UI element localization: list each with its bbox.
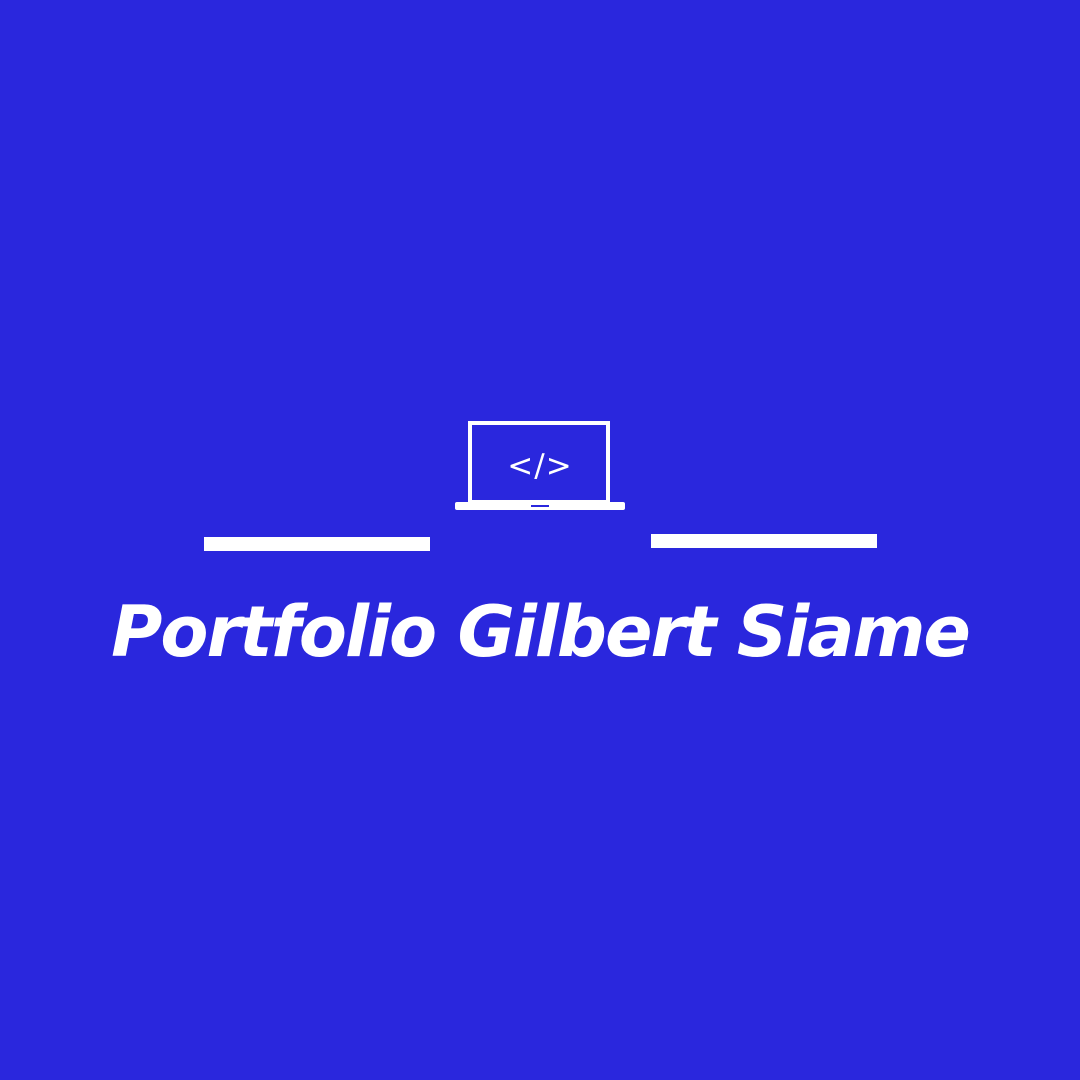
laptop-notch [531, 505, 549, 507]
right-divider-line [651, 534, 877, 548]
code-symbol-text: </> [507, 448, 573, 484]
laptop-code-icon [455, 421, 625, 510]
left-divider-line [204, 537, 430, 551]
logo-title: Portfolio Gilbert Siame [111, 591, 971, 673]
